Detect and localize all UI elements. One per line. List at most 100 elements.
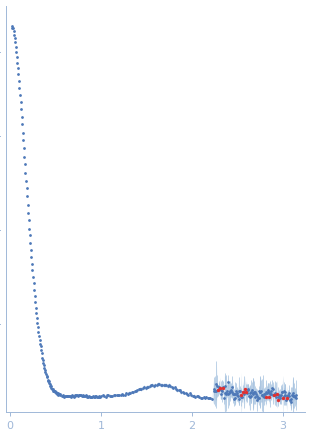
Point <box>89 393 94 400</box>
Point <box>270 385 275 392</box>
Point <box>243 385 248 392</box>
Point <box>245 387 250 394</box>
Point <box>151 382 156 389</box>
Point <box>21 145 26 152</box>
Point <box>281 388 286 395</box>
Point <box>216 385 221 392</box>
Point <box>44 372 49 379</box>
Point <box>140 385 145 392</box>
Point <box>85 393 90 400</box>
Point <box>55 390 60 397</box>
Point <box>278 393 283 400</box>
Point <box>139 385 144 392</box>
Point <box>16 78 21 85</box>
Point <box>294 392 299 399</box>
Point <box>27 225 32 232</box>
Point <box>30 260 35 267</box>
Point <box>19 113 24 120</box>
Point <box>167 382 172 389</box>
Point <box>100 392 105 399</box>
Point <box>235 392 240 399</box>
Point <box>29 254 34 261</box>
Point <box>248 388 253 395</box>
Point <box>253 393 258 400</box>
Point <box>35 319 40 326</box>
Point <box>276 393 281 400</box>
Point <box>48 382 53 389</box>
Point <box>284 396 289 403</box>
Point <box>142 383 147 390</box>
Point <box>194 393 199 400</box>
Point <box>182 389 187 396</box>
Point <box>107 392 112 399</box>
Point <box>38 343 43 350</box>
Point <box>176 387 181 394</box>
Point <box>21 136 26 143</box>
Point <box>276 391 281 398</box>
Point <box>279 389 284 396</box>
Point <box>264 388 269 395</box>
Point <box>212 386 217 393</box>
Point <box>75 392 80 399</box>
Point <box>104 392 109 399</box>
Point <box>71 393 76 400</box>
Point <box>265 388 270 395</box>
Point <box>238 394 243 401</box>
Point <box>190 392 195 399</box>
Point <box>98 393 103 400</box>
Point <box>91 393 96 400</box>
Point <box>66 393 71 400</box>
Point <box>213 388 218 395</box>
Point <box>81 392 86 399</box>
Point <box>239 392 244 399</box>
Point <box>201 393 206 400</box>
Point <box>120 391 125 398</box>
Point <box>145 384 150 391</box>
Point <box>233 390 238 397</box>
Point <box>224 391 229 398</box>
Point <box>160 381 165 388</box>
Point <box>86 393 91 400</box>
Point <box>278 391 283 398</box>
Point <box>269 391 274 398</box>
Point <box>121 391 126 398</box>
Point <box>28 246 33 253</box>
Point <box>63 392 67 399</box>
Point <box>54 390 59 397</box>
Point <box>56 391 61 398</box>
Point <box>239 393 244 400</box>
Point <box>23 170 28 177</box>
Point <box>250 386 255 393</box>
Point <box>223 382 228 389</box>
Point <box>86 393 91 400</box>
Point <box>131 389 136 396</box>
Point <box>277 394 282 401</box>
Point <box>125 390 130 397</box>
Point <box>31 279 36 286</box>
Point <box>79 392 84 399</box>
Point <box>128 389 133 396</box>
Point <box>99 393 104 400</box>
Point <box>216 387 220 394</box>
Point <box>172 384 177 391</box>
Point <box>150 381 155 388</box>
Point <box>184 391 189 398</box>
Point <box>14 53 19 60</box>
Point <box>114 392 119 399</box>
Point <box>57 391 62 398</box>
Point <box>263 394 268 401</box>
Point <box>52 388 57 395</box>
Point <box>61 393 66 400</box>
Point <box>82 393 87 400</box>
Point <box>20 121 25 128</box>
Point <box>271 385 276 392</box>
Point <box>275 391 280 398</box>
Point <box>149 382 154 389</box>
Point <box>97 393 102 400</box>
Point <box>282 391 287 398</box>
Point <box>186 391 191 398</box>
Point <box>274 391 279 398</box>
Point <box>230 384 235 391</box>
Point <box>79 391 84 398</box>
Point <box>237 395 242 402</box>
